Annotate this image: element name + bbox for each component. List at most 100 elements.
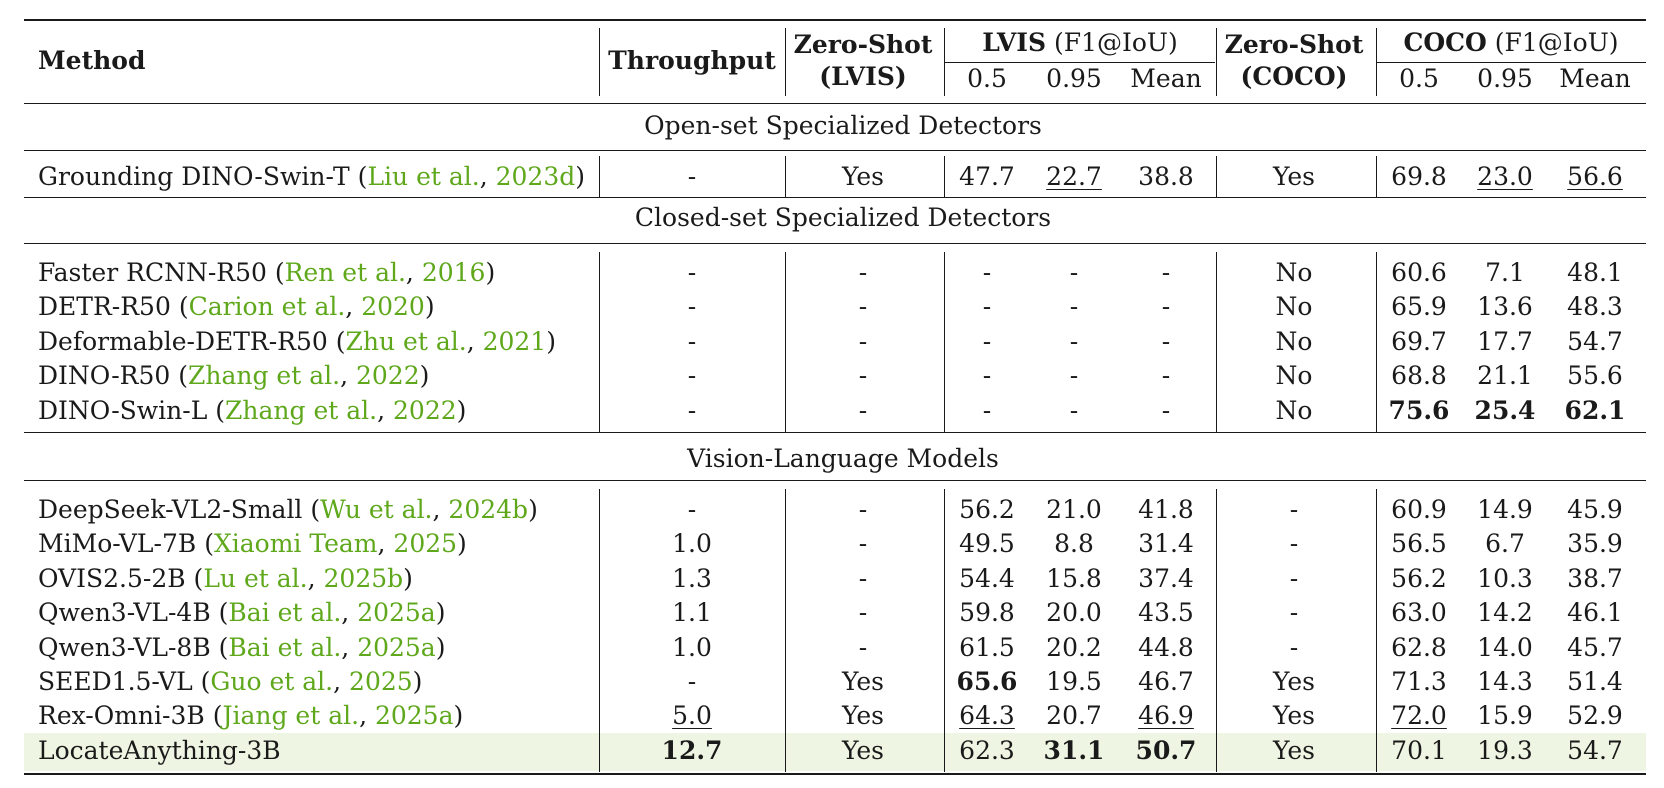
cell-c05: 69.8: [1391, 162, 1447, 191]
cell-tp: 1.0: [672, 632, 712, 662]
cell-l095: 21.0: [1046, 495, 1102, 524]
cell-cm: 46.1: [1567, 598, 1623, 628]
cell-cm: 51.4: [1567, 667, 1623, 696]
cell-cm: 48.1: [1567, 258, 1623, 287]
cell-zsc: -: [1289, 495, 1299, 524]
cell-zsl: -: [858, 395, 868, 425]
cell-cm: 48.3: [1567, 292, 1623, 322]
cell-tp: 1.3: [672, 563, 712, 593]
cell-zsc: -: [1289, 529, 1299, 559]
cell-zsc: -: [1289, 598, 1299, 628]
cell-c095: 14.3: [1477, 667, 1533, 696]
section-title: Closed-set Specialized Detectors: [634, 203, 1052, 232]
header-lvis-group: LVIS (F1@IoU): [982, 28, 1177, 58]
section-rule: [24, 150, 1646, 151]
cell-tp: -: [687, 292, 697, 322]
method-name: LocateAnything-3B: [38, 735, 281, 765]
cell-cm: 45.9: [1567, 495, 1623, 524]
cell-c05: 60.6: [1391, 258, 1447, 287]
cell-c05: 63.0: [1391, 598, 1447, 628]
header-lvis-metric: (F1@IoU): [1046, 28, 1178, 57]
cell-zsl: Yes: [842, 735, 884, 765]
citation-year: 2024b: [448, 495, 529, 524]
citation-author: Zhang et al.: [225, 395, 378, 425]
citation-open-paren: (: [204, 701, 223, 731]
cell-c05: 69.7: [1391, 326, 1447, 356]
header-vline-2: [944, 28, 945, 96]
cell-l095: 15.8: [1046, 563, 1102, 593]
header-zeroshot-lvis-sub: (LVIS): [819, 62, 907, 91]
cell-zsl: -: [858, 292, 868, 322]
section-end-rule: [24, 197, 1646, 198]
cell-l05: -: [982, 361, 992, 391]
citation-open-paren: (: [185, 563, 204, 593]
cell-zsl: -: [858, 563, 868, 593]
citation-close-paren: ): [419, 361, 430, 391]
method-name: DETR-R50: [38, 292, 171, 322]
citation-open-paren: (: [170, 361, 188, 391]
method-name: DeepSeek-VL2-Small: [38, 495, 303, 524]
header-vline-3: [1216, 28, 1217, 96]
method-cell: Grounding DINO-Swin-T (Liu et al., 2023d…: [38, 162, 585, 192]
cell-cm: 52.9: [1567, 701, 1623, 731]
cell-zsl: Yes: [842, 701, 884, 731]
cell-zsc: No: [1275, 292, 1313, 322]
cell-cm: 38.7: [1567, 563, 1623, 593]
citation-close-paren: ): [456, 395, 467, 425]
cell-zsc: Yes: [1273, 162, 1315, 191]
cell-l05: -: [982, 326, 992, 356]
cell-cm: 62.1: [1564, 395, 1626, 425]
cell-c095: 7.1: [1485, 258, 1525, 287]
cell-l095: -: [1069, 395, 1079, 425]
method-cell: Deformable-DETR-R50 (Zhu et al., 2021): [38, 327, 556, 357]
citation-close-paren: ): [528, 495, 538, 524]
citation-sep: ,: [359, 701, 375, 731]
cell-c095: 13.6: [1477, 292, 1533, 322]
cell-c05: 72.0: [1391, 701, 1447, 731]
cell-lm: -: [1161, 395, 1171, 425]
cell-lm: 44.8: [1138, 632, 1194, 662]
cell-zsl: -: [858, 529, 868, 559]
body-vline-3: [1216, 252, 1217, 432]
citation-sep: ,: [341, 632, 358, 662]
citation-author: Ren et al.: [284, 258, 406, 287]
body-vline-0: [599, 489, 600, 772]
cell-tp: 5.0: [672, 701, 712, 731]
citation-open-paren: (: [196, 529, 214, 559]
citation-sep: ,: [466, 326, 483, 356]
citation-year: 2021: [482, 326, 547, 356]
citation-sep: ,: [341, 598, 358, 628]
section-title: Vision-Language Models: [687, 444, 999, 473]
method-cell: OVIS2.5-2B (Lu et al., 2025b): [38, 564, 413, 594]
method-cell: DINO-R50 (Zhang et al., 2022): [38, 361, 429, 391]
cell-l095: 8.8: [1054, 529, 1094, 559]
cell-c095: 6.7: [1485, 529, 1525, 559]
cell-cm: 54.7: [1567, 326, 1623, 356]
citation-year: 2025: [393, 529, 458, 559]
cell-c05: 56.2: [1391, 563, 1447, 593]
citation-author: Xiaomi Team: [213, 529, 378, 559]
citation-author: Bai et al.: [228, 598, 342, 628]
method-cell: DINO-Swin-L (Zhang et al., 2022): [38, 396, 466, 426]
section-title: Open-set Specialized Detectors: [644, 111, 1042, 140]
citation-close-paren: ): [485, 258, 496, 287]
cell-l095: 19.5: [1046, 667, 1102, 696]
cell-c05: 68.8: [1391, 361, 1447, 391]
citation-open-paren: (: [192, 667, 211, 696]
cell-l05: 62.3: [959, 735, 1015, 765]
header-zeroshot-coco: Zero-Shot: [1224, 30, 1364, 59]
header-vline-0: [599, 28, 600, 96]
header-lvis-sub_095: 0.95: [1046, 64, 1102, 93]
cell-zsc: No: [1275, 361, 1313, 391]
body-vline-1: [785, 489, 786, 772]
cell-zsl: -: [858, 495, 868, 524]
cell-c095: 10.3: [1477, 563, 1533, 593]
cell-l05: 61.5: [959, 632, 1015, 662]
cell-c095: 21.1: [1477, 361, 1533, 391]
method-cell: SEED1.5-VL (Guo et al., 2025): [38, 667, 422, 697]
cell-l095: 31.1: [1043, 735, 1105, 765]
cell-cm: 35.9: [1567, 529, 1623, 559]
cell-zsc: No: [1275, 258, 1313, 287]
cell-l095: -: [1069, 326, 1079, 356]
method-name: Qwen3-VL-4B: [38, 598, 211, 628]
